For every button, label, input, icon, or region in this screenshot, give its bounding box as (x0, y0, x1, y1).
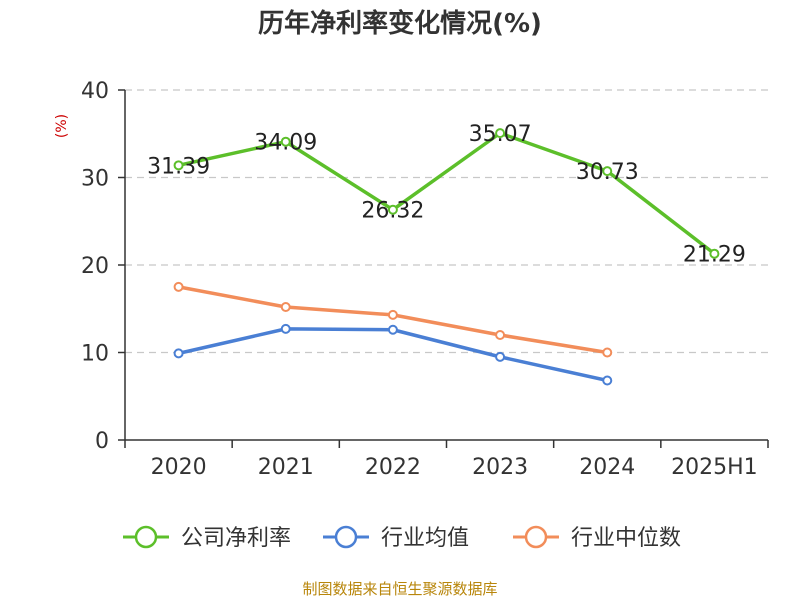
legend-label: 行业均值 (381, 526, 469, 551)
data-point (495, 330, 506, 340)
x-tick-label: 2023 (472, 455, 528, 480)
legend-label: 行业中位数 (571, 526, 681, 551)
legend: 公司净利率 行业均值 行业中位数 (123, 525, 681, 551)
legend-marker (334, 525, 358, 549)
data-point (387, 324, 398, 335)
data-point (709, 248, 720, 259)
data-point (602, 375, 613, 386)
y-tick-label: 30 (81, 167, 109, 192)
series-line-1 (178, 327, 608, 383)
x-tick-label: 2020 (151, 455, 207, 480)
legend-item-0[interactable]: 公司净利率 (123, 525, 291, 551)
data-point (280, 302, 291, 312)
x-tick-label: 2021 (258, 455, 314, 480)
data-point (495, 351, 506, 362)
data-point (602, 166, 613, 177)
data-point (387, 204, 398, 215)
series-line-0 (178, 131, 716, 256)
data-point (495, 128, 506, 139)
y-tick-label: 0 (95, 429, 109, 454)
data-label: 30.73 (576, 160, 639, 185)
data-point (173, 160, 184, 171)
data-label: 35.07 (469, 122, 532, 147)
x-tick-label: 2022 (365, 455, 421, 480)
y-axis-unit: (%) (54, 114, 70, 138)
data-point (173, 281, 184, 292)
y-tick-label: 10 (81, 342, 109, 367)
data-point (173, 348, 184, 359)
data-label: 21.29 (683, 243, 746, 268)
x-tick-label: 2025H1 (671, 455, 758, 480)
data-label: 26.32 (361, 199, 424, 224)
legend-marker (524, 525, 548, 549)
legend-marker (134, 525, 158, 549)
data-labels: 31.39 34.09 26.32 35.07 30.73 21.29 (147, 122, 746, 268)
data-point (280, 136, 291, 147)
y-tick-label: 40 (81, 79, 109, 104)
axes: 0 10 20 30 40 2020 2021 2022 2023 2024 2025H1 (81, 79, 769, 480)
legend-label: 公司净利率 (181, 526, 291, 551)
y-tick-label: 20 (81, 254, 109, 279)
chart-title: 历年净利率变化情况(%) (258, 8, 542, 39)
series-layer (173, 128, 720, 386)
data-point (387, 309, 398, 320)
source-note: 制图数据来自恒生聚源数据库 (302, 580, 497, 598)
data-point (280, 323, 291, 334)
legend-item-2[interactable]: 行业中位数 (513, 525, 681, 551)
legend-item-1[interactable]: 行业均值 (323, 525, 469, 551)
x-tick-label: 2024 (579, 455, 635, 480)
data-point (602, 347, 613, 358)
data-label: 31.39 (147, 154, 210, 179)
data-label: 34.09 (254, 131, 317, 156)
